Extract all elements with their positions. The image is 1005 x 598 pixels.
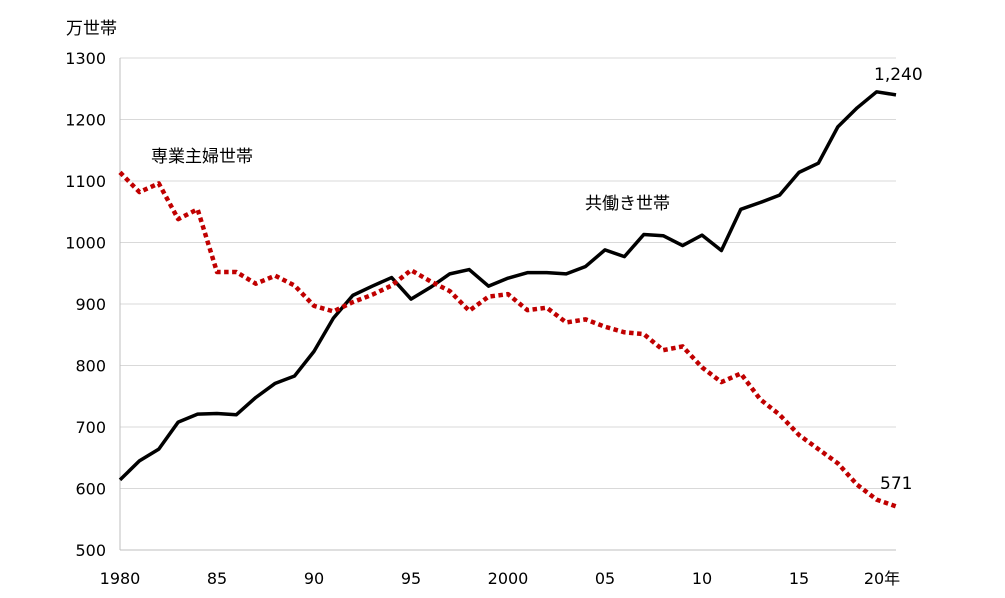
y-tick-label: 1000 (65, 234, 106, 253)
series-label-housewife: 専業主婦世帯 (151, 147, 253, 167)
axes (119, 58, 896, 551)
y-tick-label: 700 (75, 418, 106, 437)
y-tick-label: 1300 (65, 49, 106, 68)
x-tick-labels: 1980 85 90 95 2000 05 10 15 20年 (100, 569, 901, 588)
y-axis-label: 万世帯 (66, 19, 117, 39)
y-tick-label: 1200 (65, 111, 106, 130)
x-tick-label: 2000 (488, 569, 529, 588)
x-tick-label: 20年 (864, 569, 900, 588)
x-tick-label: 90 (304, 569, 324, 588)
end-value-label-dual-income: 1,240 (874, 65, 923, 85)
y-tick-label: 900 (75, 295, 106, 314)
end-value-label-housewife: 571 (880, 474, 912, 494)
x-tick-label: 95 (401, 569, 421, 588)
y-tick-label: 800 (75, 357, 106, 376)
y-tick-label: 600 (75, 480, 106, 499)
series-lines (118, 90, 897, 509)
y-tick-label: 500 (75, 541, 106, 560)
series-line-dual-income (118, 90, 897, 482)
x-tick-label: 15 (789, 569, 809, 588)
y-tick-label: 1100 (65, 172, 106, 191)
y-tick-labels: 500 600 700 800 900 1000 1100 1200 1300 (65, 49, 106, 560)
x-tick-label: 85 (207, 569, 227, 588)
x-tick-label: 05 (595, 569, 615, 588)
series-line-housewife (118, 170, 897, 509)
gridlines (120, 57, 896, 489)
x-tick-label: 1980 (100, 569, 141, 588)
x-tick-label: 10 (692, 569, 712, 588)
series-label-dual-income: 共働き世帯 (585, 194, 670, 214)
